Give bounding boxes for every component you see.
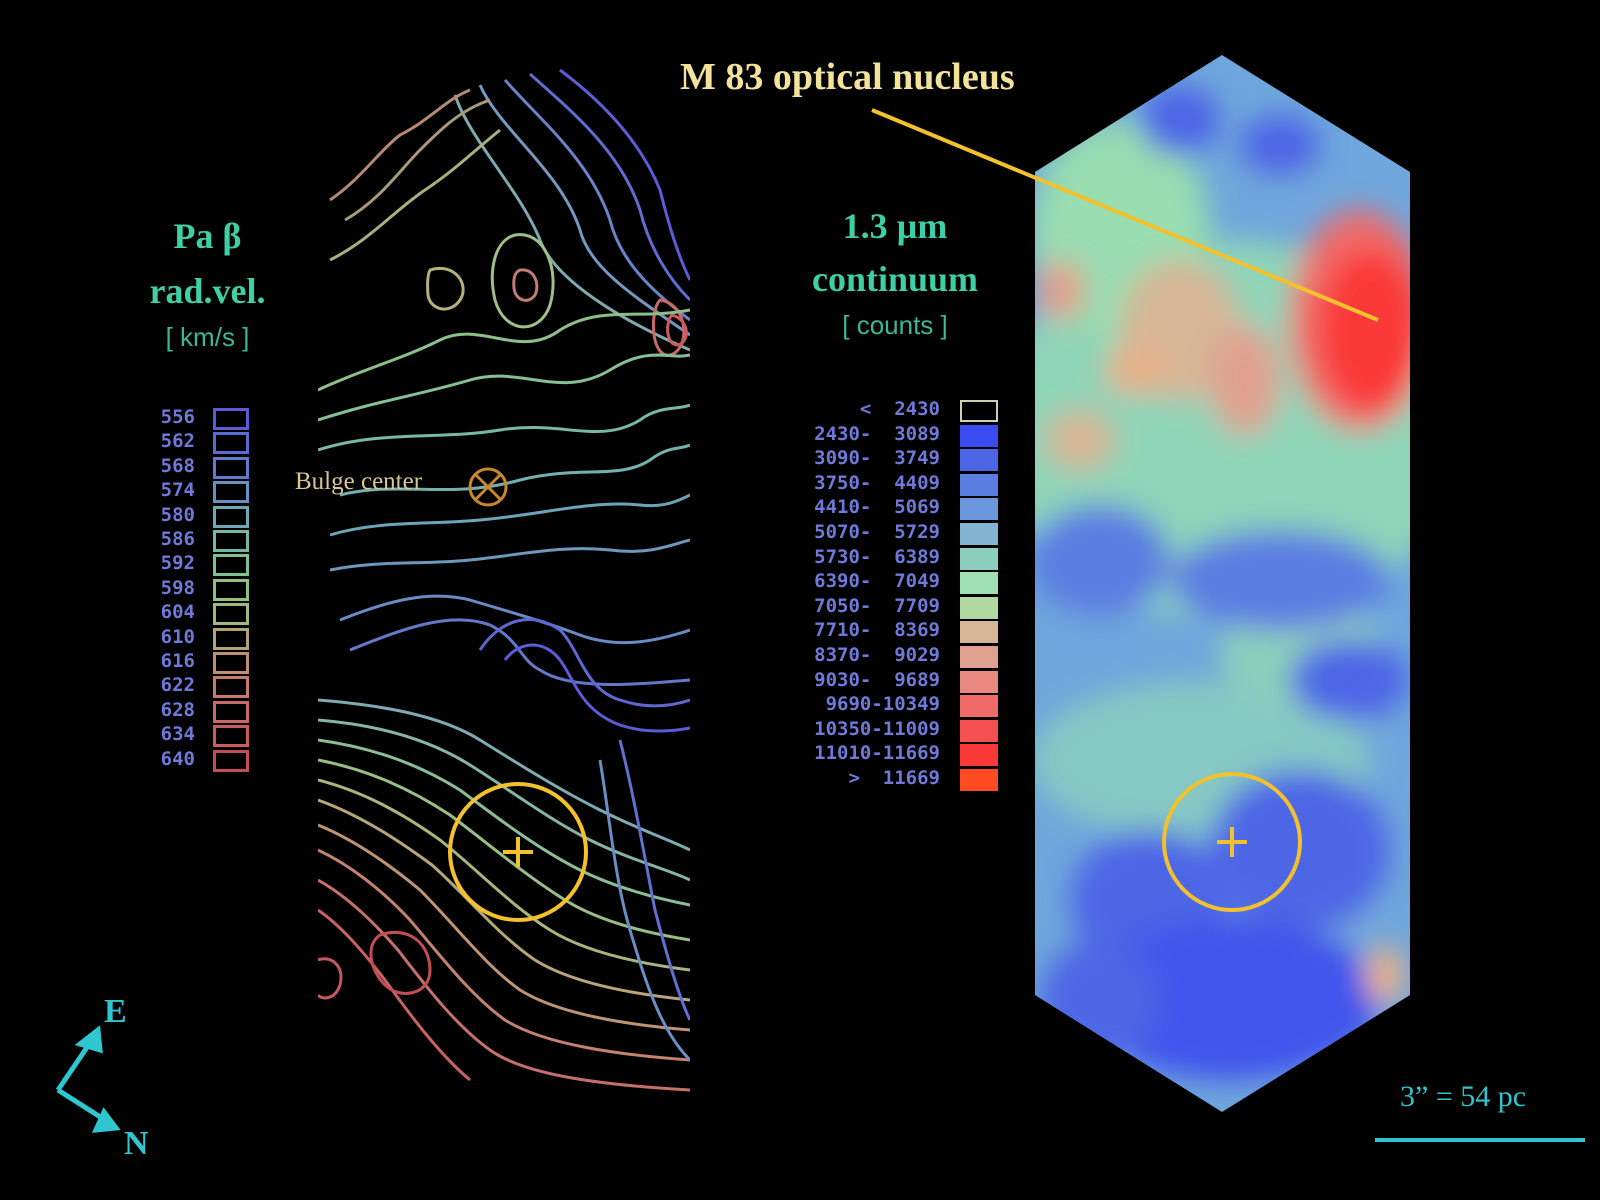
continuum-range-label: 7710- 8369 — [814, 619, 940, 642]
continuum-range-swatch — [960, 449, 998, 472]
continuum-range-swatch — [960, 547, 998, 570]
velocity-level-swatch — [213, 408, 249, 430]
velocity-level-label: 598 — [160, 576, 195, 599]
continuum-range-swatch — [960, 670, 998, 693]
continuum-range-swatch — [960, 424, 998, 447]
continuum-legend-title-1: 1.3 µm — [842, 206, 948, 246]
velocity-legend-unit: [ km/s ] — [165, 322, 250, 352]
velocity-level-label: 634 — [160, 723, 195, 746]
velocity-level-label: 604 — [160, 601, 195, 624]
continuum-range-label: 5730- 6389 — [814, 545, 940, 568]
velocity-legend-title-1: Pa β — [173, 216, 242, 256]
aperture-marker-right — [1162, 772, 1302, 912]
velocity-level-swatch — [213, 530, 249, 552]
continuum-range-label: 10350-11009 — [814, 717, 940, 740]
continuum-range-label: 2430- 3089 — [814, 422, 940, 445]
velocity-level-swatch — [213, 432, 249, 455]
compass-north-label: N — [124, 1125, 149, 1162]
velocity-level-label: 580 — [160, 503, 195, 526]
compass-arrows-icon — [55, 1025, 121, 1133]
velocity-level-swatch — [213, 725, 249, 748]
nucleus-pointer-line — [871, 108, 1379, 322]
continuum-range-swatch — [960, 695, 998, 718]
velocity-level-label: 616 — [160, 650, 195, 672]
continuum-range-label: 3090- 3749 — [814, 447, 940, 470]
continuum-map — [1035, 55, 1410, 1112]
continuum-range-label: 7050- 7709 — [814, 594, 940, 617]
velocity-level-swatch — [213, 652, 249, 674]
continuum-range-label: 3750- 4409 — [814, 471, 940, 494]
velocity-level-label: 628 — [160, 698, 195, 721]
velocity-level-swatch — [213, 456, 249, 479]
velocity-level-label: 586 — [160, 528, 195, 550]
continuum-range-label: 11010-11669 — [814, 742, 940, 765]
continuum-range-label: 4410- 5069 — [814, 496, 940, 519]
velocity-level-swatch — [213, 603, 249, 626]
continuum-legend-unit: [ counts ] — [842, 310, 948, 340]
velocity-level-swatch — [213, 554, 249, 577]
velocity-level-swatch — [213, 481, 249, 504]
continuum-range-swatch — [960, 646, 998, 668]
velocity-legend-title-2: rad.vel. — [149, 271, 266, 311]
scale-label: 3” = 54 pc — [1400, 1080, 1527, 1113]
continuum-range-label: > 11669 — [848, 767, 940, 789]
continuum-range-label: < 2430 — [859, 398, 940, 420]
continuum-range-swatch — [960, 523, 998, 545]
continuum-range-swatch — [960, 719, 998, 742]
continuum-range-label: 5070- 5729 — [814, 521, 940, 543]
continuum-range-label: 9690-10349 — [825, 693, 940, 716]
velocity-level-label: 592 — [160, 552, 195, 575]
velocity-level-swatch — [213, 627, 249, 650]
bulge-center-label: Bulge center — [295, 468, 423, 495]
nucleus-label: M 83 optical nucleus — [680, 56, 1015, 98]
continuum-range-label: 6390- 7049 — [814, 570, 940, 593]
continuum-range-swatch — [960, 498, 998, 521]
velocity-level-swatch — [213, 749, 249, 772]
continuum-range-swatch — [960, 400, 998, 422]
continuum-range-swatch — [960, 596, 998, 619]
velocity-level-swatch — [213, 700, 249, 723]
velocity-level-label: 622 — [160, 674, 195, 697]
velocity-level-label: 574 — [160, 479, 195, 502]
velocity-level-label: 562 — [160, 430, 195, 453]
aperture-marker-left — [448, 782, 588, 922]
continuum-legend-title-2: continuum — [811, 259, 979, 299]
velocity-level-swatch — [213, 676, 249, 699]
continuum-range-swatch — [960, 473, 998, 496]
compass-east-label: E — [104, 993, 127, 1030]
velocity-level-swatch — [213, 578, 249, 601]
velocity-level-label: 568 — [160, 454, 195, 477]
velocity-level-swatch — [213, 505, 249, 528]
velocity-level-label: 556 — [160, 406, 195, 428]
continuum-range-swatch — [960, 769, 998, 791]
velocity-level-label: 640 — [160, 747, 195, 770]
continuum-range-label: 9030- 9689 — [814, 668, 940, 691]
velocity-level-label: 610 — [160, 625, 195, 648]
bulge-center-icon — [468, 467, 508, 507]
velocity-contour-map — [318, 68, 690, 1092]
continuum-range-label: 8370- 9029 — [814, 644, 940, 666]
continuum-range-swatch — [960, 572, 998, 595]
continuum-range-swatch — [960, 744, 998, 767]
continuum-range-swatch — [960, 621, 998, 644]
